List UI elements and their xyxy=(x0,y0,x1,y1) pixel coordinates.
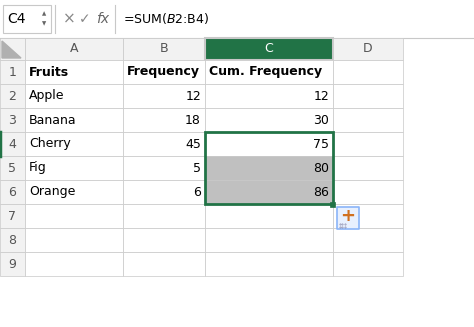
Text: ✓: ✓ xyxy=(79,12,91,26)
Bar xyxy=(0,108,25,132)
Text: Banana: Banana xyxy=(29,113,77,127)
Text: 86: 86 xyxy=(313,185,329,198)
Bar xyxy=(123,204,205,228)
Bar xyxy=(123,252,205,276)
Bar xyxy=(333,156,403,180)
Text: C: C xyxy=(264,43,273,56)
Bar xyxy=(25,108,123,132)
Text: 12: 12 xyxy=(313,90,329,102)
Bar xyxy=(333,252,403,276)
Bar xyxy=(205,84,333,108)
Bar xyxy=(123,38,205,60)
Bar xyxy=(205,156,333,180)
Text: 12: 12 xyxy=(185,90,201,102)
Text: ▲: ▲ xyxy=(42,11,46,16)
Text: 45: 45 xyxy=(185,137,201,150)
Bar xyxy=(3,5,51,33)
Bar xyxy=(205,180,333,204)
Bar xyxy=(0,60,25,84)
Bar xyxy=(25,204,123,228)
Bar xyxy=(123,228,205,252)
Bar xyxy=(0,38,25,60)
Text: 9: 9 xyxy=(9,257,17,270)
Text: Fig: Fig xyxy=(29,162,47,175)
Bar xyxy=(25,156,123,180)
Bar xyxy=(0,84,25,108)
Bar xyxy=(0,204,25,228)
Text: 2: 2 xyxy=(9,90,17,102)
Text: 6: 6 xyxy=(193,185,201,198)
Text: 7: 7 xyxy=(9,210,17,222)
Text: 5: 5 xyxy=(193,162,201,175)
Bar xyxy=(123,84,205,108)
Bar xyxy=(333,228,403,252)
Bar xyxy=(0,132,25,156)
Text: 1: 1 xyxy=(9,65,17,78)
Text: Cum. Frequency: Cum. Frequency xyxy=(209,65,322,78)
Bar xyxy=(205,204,333,228)
Text: 30: 30 xyxy=(313,113,329,127)
Text: D: D xyxy=(363,43,373,56)
Bar xyxy=(123,60,205,84)
Bar xyxy=(0,252,25,276)
Text: 6: 6 xyxy=(9,185,17,198)
Text: 18: 18 xyxy=(185,113,201,127)
Text: 4: 4 xyxy=(9,137,17,150)
Text: Apple: Apple xyxy=(29,90,64,102)
Bar xyxy=(333,132,403,156)
Text: 75: 75 xyxy=(313,137,329,150)
Bar xyxy=(123,156,205,180)
Bar xyxy=(205,132,333,156)
Bar xyxy=(205,108,333,132)
Bar xyxy=(330,201,336,206)
Bar xyxy=(333,108,403,132)
Bar xyxy=(205,132,333,204)
Text: 5: 5 xyxy=(9,162,17,175)
Bar xyxy=(0,180,25,204)
Bar xyxy=(333,38,403,60)
Text: ▼: ▼ xyxy=(42,22,46,26)
Text: Cherry: Cherry xyxy=(29,137,71,150)
Bar xyxy=(25,38,123,60)
Text: Orange: Orange xyxy=(29,185,75,198)
Bar xyxy=(25,132,123,156)
Bar xyxy=(0,156,25,180)
Text: 80: 80 xyxy=(313,162,329,175)
Text: 3: 3 xyxy=(9,113,17,127)
Bar xyxy=(337,207,359,229)
Text: +: + xyxy=(340,207,356,225)
Bar xyxy=(333,60,403,84)
Bar xyxy=(333,180,403,204)
Polygon shape xyxy=(2,41,21,58)
Bar xyxy=(205,60,333,84)
Text: C4: C4 xyxy=(8,12,26,26)
Text: fx: fx xyxy=(96,12,109,26)
Bar xyxy=(0,228,25,252)
Text: ×: × xyxy=(63,11,75,26)
Bar xyxy=(25,228,123,252)
Text: Fruits: Fruits xyxy=(29,65,69,78)
Bar xyxy=(25,60,123,84)
Bar xyxy=(205,228,333,252)
Bar xyxy=(333,84,403,108)
Bar xyxy=(123,108,205,132)
Text: B: B xyxy=(160,43,168,56)
Bar xyxy=(123,132,205,156)
Text: =SUM($B$2:B4): =SUM($B$2:B4) xyxy=(123,11,210,26)
Text: 8: 8 xyxy=(9,233,17,247)
Bar xyxy=(123,180,205,204)
Bar xyxy=(25,180,123,204)
Bar xyxy=(205,38,333,60)
Bar xyxy=(25,252,123,276)
Bar xyxy=(25,84,123,108)
Bar xyxy=(205,252,333,276)
Bar xyxy=(333,204,403,228)
Bar xyxy=(0,0,474,38)
Text: A: A xyxy=(70,43,78,56)
Text: Frequency: Frequency xyxy=(127,65,200,78)
